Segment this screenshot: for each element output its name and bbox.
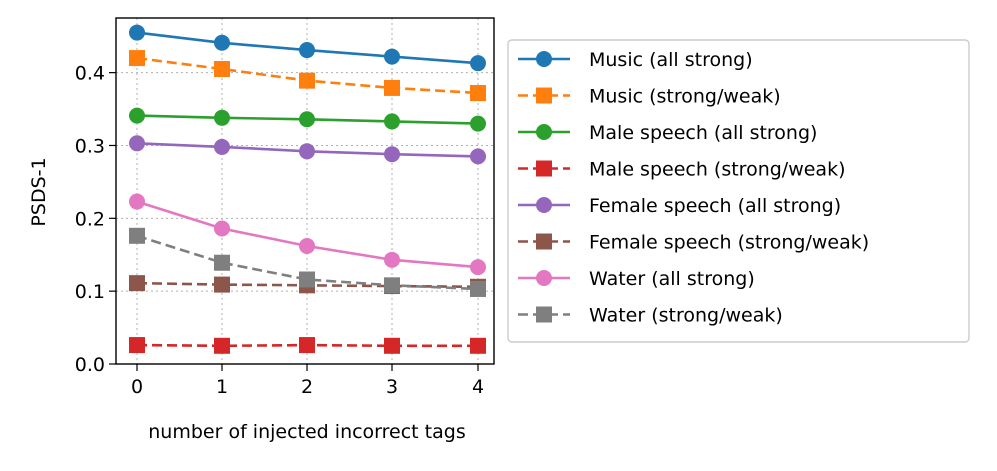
- data-point: [470, 115, 486, 132]
- data-point: [214, 276, 230, 293]
- y-axis-ticks: 0.0 0.1 0.2 0.3 0.4: [75, 63, 116, 376]
- data-point: [470, 55, 486, 72]
- y-tick-label: 0.1: [75, 281, 105, 303]
- x-axis-ticks: 0 1 2 3 4: [131, 364, 484, 398]
- legend-label: Music (strong/weak): [589, 86, 781, 108]
- data-point: [384, 146, 400, 163]
- data-point: [470, 280, 486, 297]
- data-point: [299, 72, 315, 89]
- data-point: [299, 237, 315, 254]
- legend-label: Water (all strong): [589, 268, 755, 290]
- data-point: [214, 138, 230, 155]
- legend-label: Male speech (all strong): [589, 122, 817, 144]
- x-tick-label: 3: [386, 376, 398, 398]
- legend-marker: [536, 233, 552, 250]
- data-point: [384, 113, 400, 130]
- legend-label: Water (strong/weak): [589, 305, 783, 327]
- data-point: [214, 220, 230, 237]
- legend-label: Female speech (all strong): [589, 195, 841, 217]
- data-point: [299, 337, 315, 354]
- data-point: [299, 42, 315, 59]
- data-point: [214, 254, 230, 271]
- x-tick-label: 1: [216, 376, 228, 398]
- y-tick-label: 0.2: [75, 208, 105, 230]
- legend-item: Male speech (all strong): [518, 122, 817, 144]
- y-tick-label: 0.0: [75, 354, 105, 376]
- legend-box: [507, 39, 970, 343]
- data-point: [384, 48, 400, 65]
- data-point: [129, 50, 145, 67]
- data-point: [384, 251, 400, 268]
- data-point: [129, 337, 145, 354]
- y-tick-label: 0.3: [75, 135, 105, 157]
- legend-marker: [536, 306, 552, 323]
- data-point: [214, 34, 230, 51]
- data-point: [299, 143, 315, 160]
- legend-label: Music (all strong): [589, 49, 753, 71]
- grid-lines: [116, 18, 494, 365]
- x-axis-label: number of injected incorrect tags: [148, 421, 465, 443]
- series-markers: [129, 24, 486, 354]
- data-point: [384, 79, 400, 96]
- legend-item: Music (all strong): [518, 49, 753, 71]
- legend-marker: [536, 197, 552, 213]
- legend-item: Water (all strong): [518, 268, 755, 290]
- data-point: [129, 135, 145, 152]
- data-point: [470, 85, 486, 102]
- data-point: [384, 337, 400, 354]
- legend-marker: [536, 124, 552, 140]
- data-point: [299, 271, 315, 288]
- y-axis-label: PSDS-1: [28, 157, 50, 226]
- series-line-7: [136, 234, 479, 291]
- legend-marker: [536, 160, 552, 177]
- legend-item: Female speech (strong/weak): [518, 232, 869, 254]
- legend-marker: [536, 87, 552, 104]
- legend-label: Male speech (strong/weak): [589, 159, 845, 181]
- data-point: [384, 277, 400, 294]
- data-point: [129, 227, 145, 244]
- data-point: [214, 337, 230, 354]
- legend-marker: [536, 51, 552, 67]
- x-tick-label: 2: [301, 376, 313, 398]
- plot-frame: [115, 17, 495, 365]
- legend-item: Female speech (all strong): [518, 195, 841, 217]
- data-point: [214, 60, 230, 77]
- data-point: [470, 259, 486, 276]
- data-point: [214, 109, 230, 126]
- y-tick-label: 0.4: [75, 63, 105, 85]
- data-point: [129, 24, 145, 41]
- x-tick-label: 0: [131, 376, 143, 398]
- legend-marker: [536, 270, 552, 286]
- data-point: [470, 148, 486, 165]
- data-point: [299, 111, 315, 128]
- legend: Music (all strong) Music (strong/weak) Mal…: [507, 39, 970, 343]
- legend-label: Female speech (strong/weak): [589, 232, 869, 254]
- legend-item: Music (strong/weak): [518, 86, 781, 108]
- data-point: [129, 193, 145, 210]
- legend-item: Water (strong/weak): [518, 305, 783, 327]
- data-point: [129, 107, 145, 124]
- x-tick-label: 4: [472, 376, 484, 398]
- data-point: [129, 275, 145, 292]
- data-point: [470, 337, 486, 354]
- legend-item: Male speech (strong/weak): [518, 159, 845, 181]
